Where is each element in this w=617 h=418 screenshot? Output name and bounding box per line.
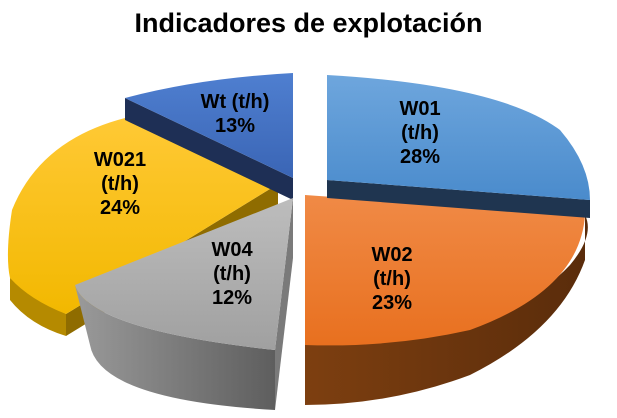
label-w04-name: W04 [211,239,253,261]
label-w021: W021 (t/h) 24% [70,148,170,220]
label-w021-unit: (t/h) [101,173,139,195]
chart-title: Indicadores de explotación [134,8,483,38]
label-wt-pct: 13% [214,115,256,137]
label-w02-pct: 23% [371,292,413,314]
label-w02-unit: (t/h) [373,268,411,290]
label-w021-name: W021 [93,149,147,171]
slice-wt[interactable] [125,73,293,200]
label-w04-unit: (t/h) [213,263,251,285]
label-wt: Wt (t/h) 13% [170,90,300,138]
label-w01-name: W01 [399,98,441,120]
label-wt-line1: Wt (t/h) [170,90,300,114]
label-w01-unit: (t/h) [401,122,439,144]
label-wt-name: Wt [200,91,227,113]
label-wt-unit: (t/h) [231,91,270,113]
slice-w02[interactable] [305,195,588,405]
label-w021-pct: 24% [99,197,141,219]
label-w02-name: W02 [371,244,413,266]
label-w04: W04 (t/h) 12% [182,238,282,310]
slice-w04[interactable] [75,198,293,410]
label-w01: W01 (t/h) 28% [370,97,470,169]
slice-w01[interactable] [327,75,590,218]
label-w01-pct: 28% [399,146,441,168]
label-w02: W02 (t/h) 23% [342,243,442,315]
label-w04-pct: 12% [211,287,253,309]
